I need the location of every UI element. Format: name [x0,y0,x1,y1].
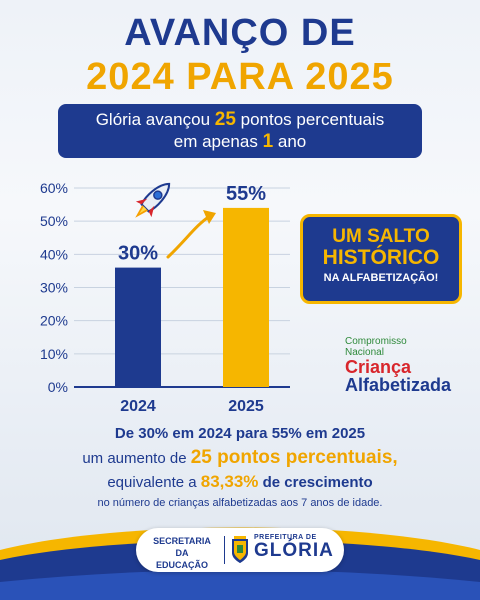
badge-line-3: NA ALFABETIZAÇÃO! [323,272,439,284]
x-tick-label: 2024 [120,398,156,415]
bar-chart: 0% 10% 20% 30% 40% 50% 60% 30% 55% 2024 2025 [40,180,290,415]
secretaria-logo: SECRETARIA DA EDUCAÇÃO [148,535,216,571]
y-tick-label: 60% [40,180,68,196]
desc-text: 2025 [331,425,366,442]
footer-logos: SECRETARIA DA EDUCAÇÃO PREFEITURA DE GLÓ… [136,528,344,572]
secretaria-text: EDUCAÇÃO [155,560,208,570]
x-tick-label: 2025 [228,398,264,415]
highlight-badge: UM SALTO HISTÓRICO NA ALFABETIZAÇÃO! [300,214,462,304]
secretaria-text: SECRETARIA DA [153,536,211,558]
description-line-4: no número de crianças alfabetizadas aos … [97,497,383,509]
bar-2025 [223,207,269,387]
y-tick-label: 20% [40,313,68,329]
y-tick-label: 10% [40,346,68,362]
data-labels: 30% 55% [118,183,266,265]
subtitle-line-2: em apenas 1 ano [58,131,422,153]
title-line-2: 2024 PARA 2025 [86,56,394,98]
subtitle-line-1: Glória avançou 25 pontos percentuais [58,109,422,131]
y-axis-ticks: 0% 10% 20% 30% 40% 50% 60% [40,180,68,395]
logo-text: Criança [345,357,412,377]
crianca-alfabetizada-logo: Compromisso Nacional Criança Alfabetizad… [345,336,470,394]
title-line-1: AVANÇO DE [124,12,356,54]
gloria-label: GLÓRIA [254,540,334,561]
description: De 30% em 2024 para 55% em 2025 um aumen… [0,422,480,512]
description-line-3: equivalente a 83,33% de crescimento [0,471,480,494]
desc-text: em [301,425,332,442]
desc-text: 30% [138,425,169,442]
y-tick-label: 30% [40,280,68,296]
logo-text: Compromisso [345,336,407,347]
description-line-2: um aumento de 25 pontos percentuais, [0,446,480,471]
desc-text: 55% [271,425,302,442]
desc-text: um aumento de [82,450,191,467]
subtitle-text: pontos percentuais [235,110,385,129]
x-axis-ticks: 2024 2025 [120,398,264,415]
data-label-2024: 30% [118,243,158,265]
y-tick-label: 50% [40,213,68,229]
municipal-crest-icon [232,536,248,563]
desc-text: De [114,425,139,442]
subtitle-text: ano [273,132,307,151]
subtitle-text: Glória avançou [95,110,215,129]
subtitle-highlight: 25 [214,109,236,130]
logo-text: Alfabetizada [345,375,452,395]
data-label-2025: 55% [226,183,266,205]
desc-highlight: 83,33% [200,472,259,491]
description-line-1: De 30% em 2024 para 55% em 2025 [0,422,480,446]
subtitle-text: em apenas [173,132,263,151]
badge-line-1: UM SALTO [332,226,430,247]
y-tick-label: 40% [40,246,68,262]
desc-highlight: 25 pontos percentuais, [190,447,398,468]
desc-text: de crescimento [258,474,373,491]
desc-text: para [231,425,272,442]
subtitle-highlight: 1 [262,131,274,152]
y-tick-label: 0% [48,379,68,395]
subtitle-box: Glória avançou 25 pontos percentuais em … [58,104,422,158]
rocket-icon [135,182,171,218]
desc-text: em [168,425,199,442]
bar-2024 [115,267,161,387]
prefeitura-label: PREFEITURA DE [254,534,317,541]
badge-line-2: HISTÓRICO [322,246,440,269]
growth-arrow-icon [166,210,216,259]
footer-divider [224,536,225,564]
logo-text: Nacional [345,347,384,358]
chart-bars [115,207,269,387]
desc-text: 2024 [198,425,232,442]
desc-text: equivalente a [107,474,201,491]
